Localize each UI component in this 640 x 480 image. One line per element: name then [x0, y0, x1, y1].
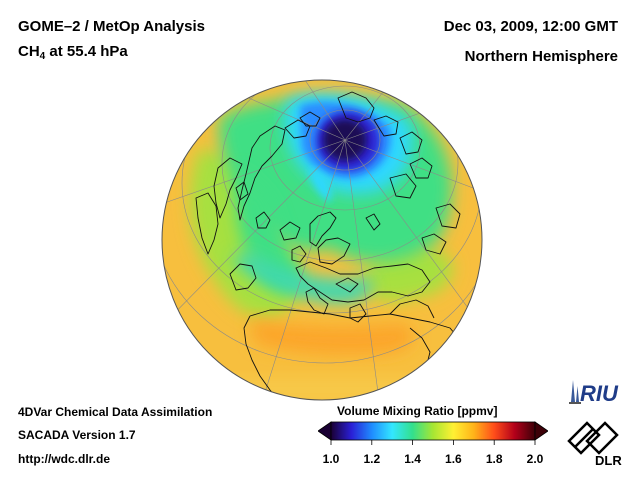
- colorbar-min-arrow: [318, 421, 332, 441]
- map-region: Northern Hemisphere: [464, 48, 618, 65]
- colorbar-tick-label: 1.8: [485, 452, 503, 466]
- species-name: CH: [18, 43, 40, 60]
- pressure-level: at 55.4 hPa: [45, 43, 128, 60]
- footer-method: 4DVar Chemical Data Assimilation: [18, 405, 213, 419]
- species-subscript: 4: [39, 51, 46, 62]
- colorbar-tick-label: 1.6: [445, 452, 462, 466]
- dlr-logo: DLR: [567, 421, 622, 467]
- globe-map: [161, 79, 483, 401]
- colorbar-tick-label: 1.0: [322, 452, 340, 466]
- map-title: GOME–2 / MetOp Analysis: [18, 18, 205, 35]
- dlr-logo-text: DLR: [595, 453, 622, 467]
- colorbar-title: Volume Mixing Ratio [ppmv]: [337, 404, 498, 418]
- map-subtitle: CH4 at 55.4 hPa: [18, 43, 128, 62]
- coastlines: [195, 91, 461, 400]
- analysis-datetime: Dec 03, 2009, 12:00 GMT: [443, 18, 618, 35]
- colorbar: [318, 421, 548, 445]
- footer-url[interactable]: http://wdc.dlr.de: [18, 452, 110, 466]
- colorbar-max-arrow: [534, 421, 548, 441]
- globe-outline: [161, 79, 483, 401]
- riu-logo: RIU: [569, 380, 619, 406]
- footer-version: SACADA Version 1.7: [18, 428, 136, 442]
- colorbar-tick-label: 1.4: [404, 452, 421, 466]
- riu-logo-text: RIU: [580, 381, 619, 406]
- colorbar-gradient: [330, 421, 536, 441]
- colorbar-tick-label: 2.0: [526, 452, 544, 466]
- colorbar-tick-label: 1.2: [363, 452, 381, 466]
